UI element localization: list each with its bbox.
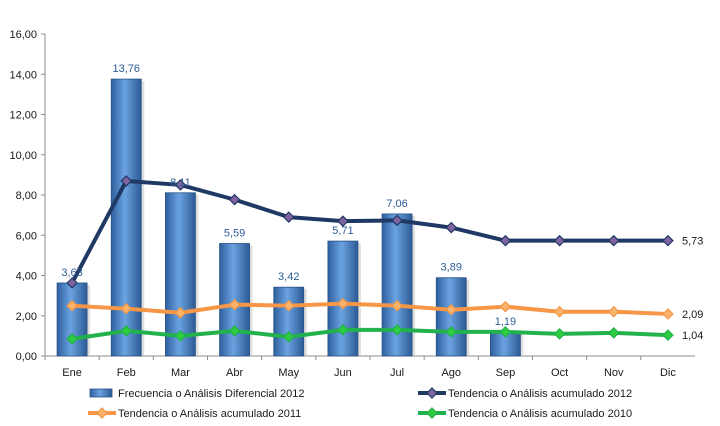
bar xyxy=(435,277,467,357)
y-tick-label: 6,00 xyxy=(16,230,37,242)
data-point xyxy=(607,234,620,247)
data-point xyxy=(607,305,620,318)
bar-value-label: 7,06 xyxy=(386,198,407,210)
data-point xyxy=(662,234,674,247)
y-tick-label: 10,00 xyxy=(9,150,37,162)
series-line xyxy=(71,327,668,341)
bar-value-label: 3,63 xyxy=(61,267,82,279)
x-tick-label: Ene xyxy=(62,367,82,379)
end-value-label: 5,73 xyxy=(682,236,703,248)
bar-value-label: 3,42 xyxy=(278,271,299,283)
data-point xyxy=(228,193,241,206)
legend-label: Tendencia o Análisis acumulado 2012 xyxy=(448,388,632,400)
x-tick-label: Jun xyxy=(334,367,352,379)
bar xyxy=(56,282,88,357)
x-tick-label: Ago xyxy=(441,367,461,379)
data-point xyxy=(499,300,512,313)
legend-swatch-marker xyxy=(426,407,438,419)
plot-area: 0,00 2,00 4,00 6,00 8,00 10,00 12,00 14,00 16,00… xyxy=(9,29,703,379)
data-point xyxy=(445,221,458,234)
bar-value-label: 3,89 xyxy=(441,262,462,274)
bar-value-label: 5,71 xyxy=(332,225,353,237)
data-point xyxy=(662,308,674,320)
data-point xyxy=(282,299,295,312)
data-point xyxy=(553,234,566,247)
data-point xyxy=(174,179,187,191)
legend-label: Tendencia o Análisis acumulado 2011 xyxy=(118,408,301,420)
y-tick-label: 4,00 xyxy=(16,271,37,283)
end-value-label: 1,04 xyxy=(682,330,703,342)
x-tick-label: Sep xyxy=(496,367,516,379)
data-point xyxy=(174,330,187,342)
data-point xyxy=(66,299,78,312)
y-tick-label: 8,00 xyxy=(16,190,37,202)
data-point xyxy=(337,297,349,310)
x-tick-label: Feb xyxy=(117,367,136,379)
end-value-label: 2,09 xyxy=(682,309,703,321)
data-point xyxy=(499,234,512,247)
bar-value-label: 8,11 xyxy=(170,177,191,189)
x-tick-label: Oct xyxy=(551,367,568,379)
x-tick-label: Dic xyxy=(660,367,676,379)
data-point xyxy=(120,302,133,315)
data-point xyxy=(282,331,295,343)
data-point xyxy=(499,326,512,338)
data-point xyxy=(174,306,187,319)
legend-swatch-bar xyxy=(89,388,113,398)
data-point xyxy=(445,303,458,316)
data-point xyxy=(445,326,458,338)
data-point xyxy=(662,329,674,341)
data-point xyxy=(228,324,241,337)
data-point xyxy=(282,211,295,223)
legend: Frecuencia o Análisis Diferencial 2012 Te… xyxy=(88,387,632,420)
data-point xyxy=(120,175,133,187)
bar-value-label: 13,76 xyxy=(112,63,140,75)
y-tick-label: 16,00 xyxy=(9,29,37,41)
data-point xyxy=(337,215,349,228)
data-point xyxy=(553,328,566,340)
data-point xyxy=(391,323,403,336)
legend-swatch-marker xyxy=(426,387,438,399)
data-point xyxy=(553,305,566,318)
bar xyxy=(165,192,196,357)
y-tick-label: 0,00 xyxy=(16,351,37,363)
bar-value-label: 1,19 xyxy=(495,316,516,328)
x-tick-label: Nov xyxy=(604,367,624,379)
data-point xyxy=(391,214,403,227)
data-point xyxy=(607,327,620,339)
bar-value-label: 5,59 xyxy=(224,228,245,240)
x-tick-label: Jul xyxy=(390,367,404,379)
y-tick-label: 14,00 xyxy=(9,69,37,81)
x-tick-label: Abr xyxy=(226,367,243,379)
series-line xyxy=(71,301,668,316)
data-point xyxy=(66,277,78,289)
data-point xyxy=(337,323,349,336)
legend-swatch-marker xyxy=(96,407,108,419)
data-point xyxy=(391,299,403,312)
series-line xyxy=(70,178,668,284)
x-tick-label: May xyxy=(278,367,299,379)
data-point xyxy=(228,298,241,311)
y-tick-label: 2,00 xyxy=(16,311,37,323)
legend-label: Tendencia o Análisis acumulado 2010 xyxy=(448,408,632,420)
x-tick-label: Mar xyxy=(171,367,190,379)
y-tick-label: 12,00 xyxy=(9,110,37,122)
data-point xyxy=(120,324,133,337)
legend-label: Frecuencia o Análisis Diferencial 2012 xyxy=(118,388,305,400)
bar xyxy=(273,286,305,357)
data-point xyxy=(66,333,78,345)
